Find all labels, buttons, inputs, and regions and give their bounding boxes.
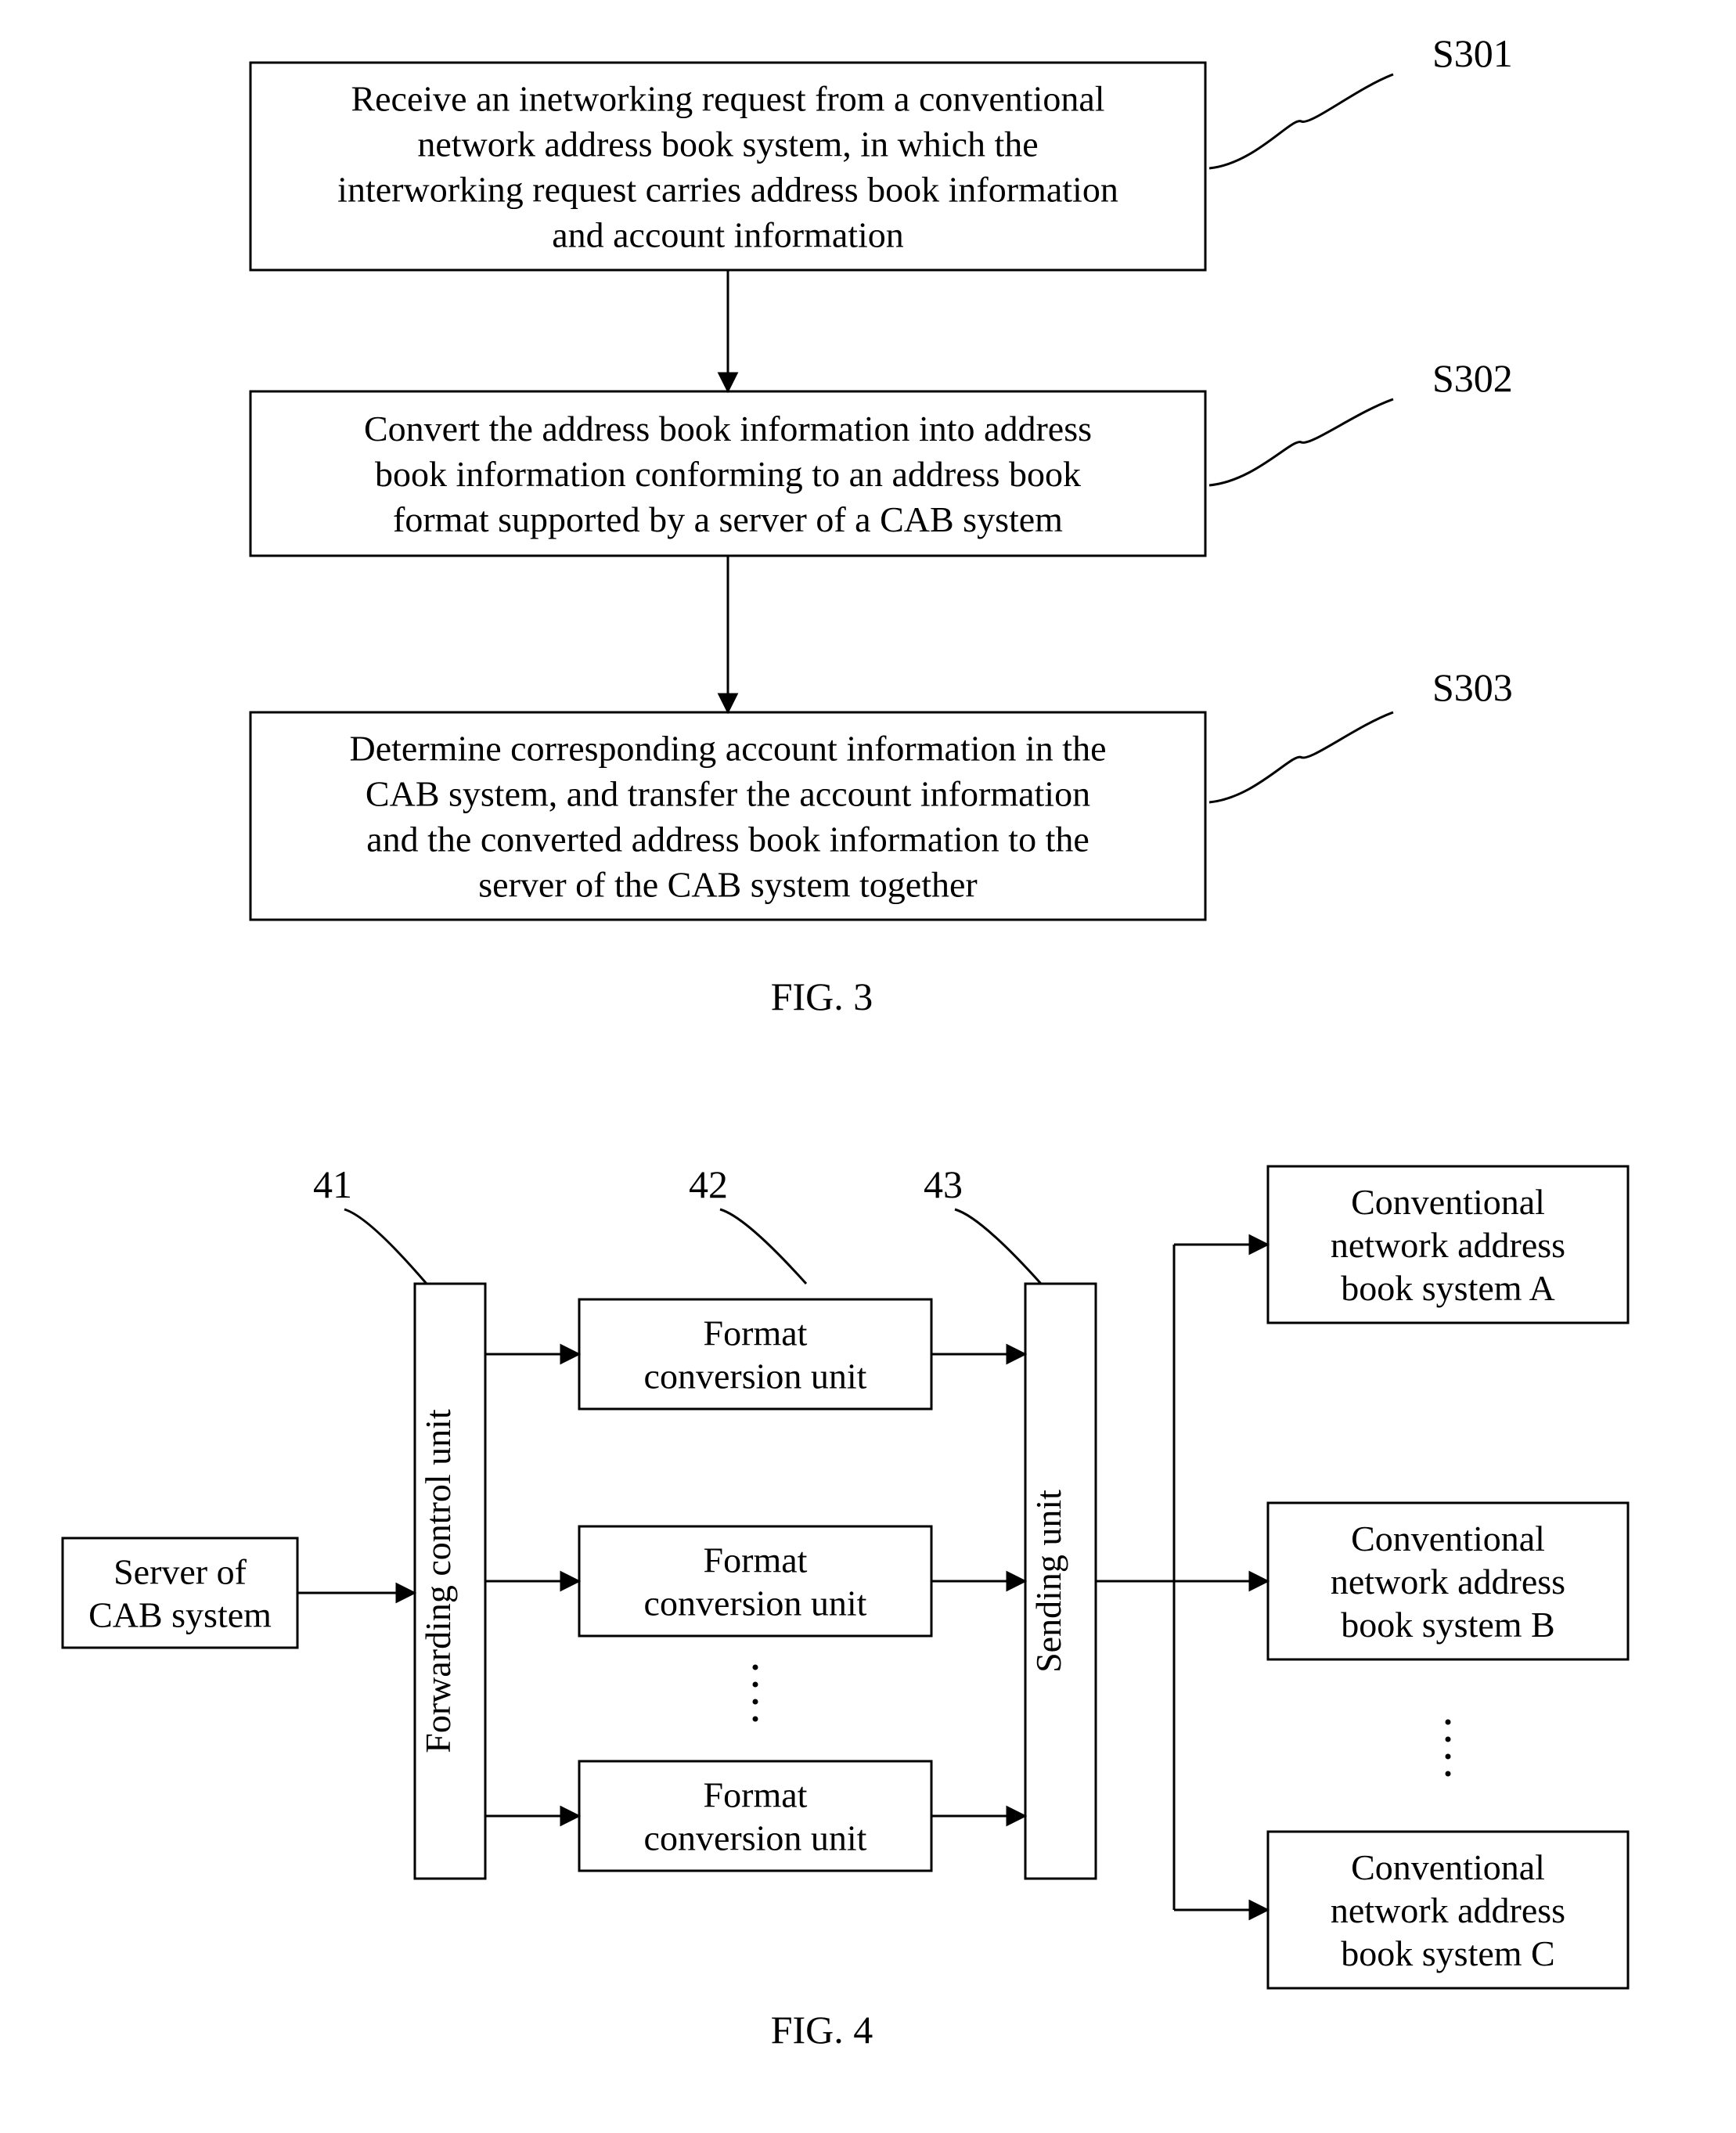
fig3-text-s303: Determine corresponding account informat… [350, 729, 1107, 905]
fig4-conv-text-0: Conventionalnetwork addressbook system A [1331, 1182, 1565, 1308]
fig4-ref-r41: 41 [313, 1162, 352, 1206]
fig4-server-text: Server ofCAB system [88, 1552, 272, 1635]
fig3-text-s301: Receive an inetworking request from a co… [337, 79, 1118, 255]
fig4-ref-r42: 42 [689, 1162, 728, 1206]
fig4-conv-vdots [1446, 1720, 1451, 1777]
fig3-label-s302: S302 [1432, 356, 1513, 400]
fig4-conv-text-2: Conventionalnetwork addressbook system C [1331, 1847, 1565, 1973]
fig3-squiggle-s301 [1209, 74, 1393, 168]
fig4-ref-leader-r41 [344, 1209, 427, 1284]
fig3-squiggle-s302 [1209, 399, 1393, 485]
fig3-caption: FIG. 3 [771, 975, 873, 1018]
fig4-format-text-1: Formatconversion unit [644, 1540, 867, 1623]
fig4-ref-r43: 43 [924, 1162, 963, 1206]
fig3-label-s301: S301 [1432, 31, 1513, 75]
fig4-ref-leader-r42 [720, 1209, 806, 1284]
fig4-ref-leader-r43 [955, 1209, 1041, 1284]
fig4-format-vdots [753, 1665, 758, 1722]
fig4-format-text-0: Formatconversion unit [644, 1313, 867, 1396]
fig4-fcu-label: Forwarding control unit [418, 1409, 458, 1753]
fig4-format-text-2: Formatconversion unit [644, 1775, 867, 1858]
fig4-caption: FIG. 4 [771, 2008, 873, 2052]
fig3-squiggle-s303 [1209, 712, 1393, 802]
fig4-sending-label: Sending unit [1028, 1490, 1068, 1673]
fig3-label-s303: S303 [1432, 665, 1513, 709]
fig4-conv-text-1: Conventionalnetwork addressbook system B [1331, 1519, 1565, 1645]
fig3-text-s302: Convert the address book information int… [364, 409, 1092, 539]
